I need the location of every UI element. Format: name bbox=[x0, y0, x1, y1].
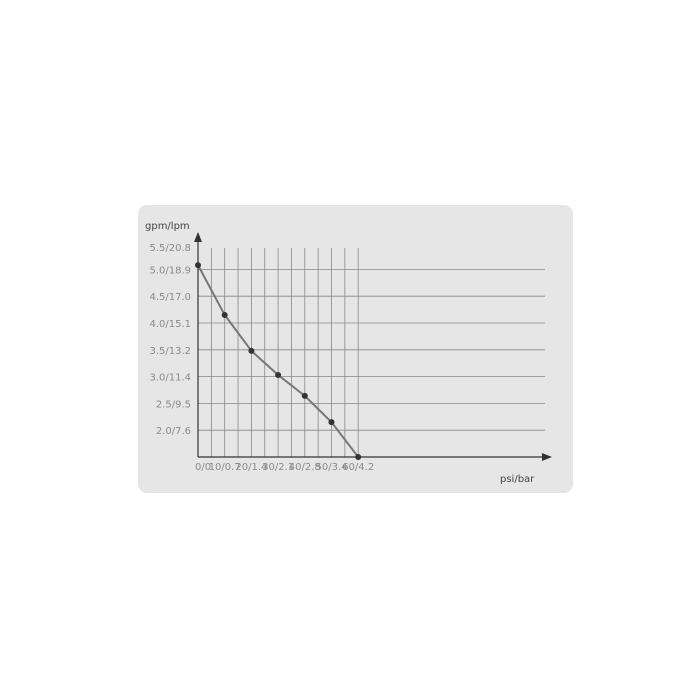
x-tick-label: 60/4.2 bbox=[342, 462, 374, 473]
data-point bbox=[275, 371, 282, 378]
x-tick-label: 10/0.7 bbox=[209, 462, 241, 473]
x-tick-label: 0/0 bbox=[195, 462, 211, 473]
x-tick-label: 50/3.4 bbox=[316, 462, 348, 473]
x-axis-label: psi/bar bbox=[500, 474, 535, 485]
data-point bbox=[328, 419, 335, 426]
x-axis-arrow-icon bbox=[542, 453, 552, 461]
y-axis-arrow-icon bbox=[194, 232, 202, 242]
chart-card bbox=[138, 205, 573, 493]
y-tick-label: 4.5/17.0 bbox=[149, 292, 191, 303]
y-tick-label: 2.0/7.6 bbox=[156, 426, 191, 437]
data-point bbox=[195, 262, 201, 269]
y-tick-label: 3.5/13.2 bbox=[149, 346, 191, 357]
y-tick-label: 5.5/20.8 bbox=[149, 243, 191, 254]
x-tick-label: 30/2.1 bbox=[262, 462, 294, 473]
y-tick-label: 5.0/18.9 bbox=[149, 265, 191, 276]
y-tick-label: 2.5/9.5 bbox=[156, 399, 191, 410]
data-point bbox=[355, 454, 362, 460]
y-tick-label: 3.0/11.4 bbox=[149, 373, 191, 384]
data-point bbox=[248, 347, 255, 354]
data-point bbox=[221, 311, 228, 318]
x-tick-label: 40/2.8 bbox=[289, 462, 321, 473]
y-tick-label: 4.0/15.1 bbox=[149, 319, 191, 330]
data-point bbox=[301, 392, 308, 399]
x-tick-label: 20/1.4 bbox=[235, 462, 267, 473]
y-axis-label: gpm/lpm bbox=[145, 221, 190, 232]
